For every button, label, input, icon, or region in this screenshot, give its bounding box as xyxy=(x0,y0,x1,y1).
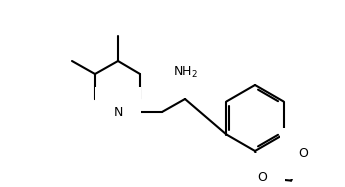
Text: O: O xyxy=(298,147,308,160)
Text: O: O xyxy=(257,171,267,184)
Text: NH$_2$: NH$_2$ xyxy=(172,65,197,79)
Text: N: N xyxy=(113,105,123,119)
